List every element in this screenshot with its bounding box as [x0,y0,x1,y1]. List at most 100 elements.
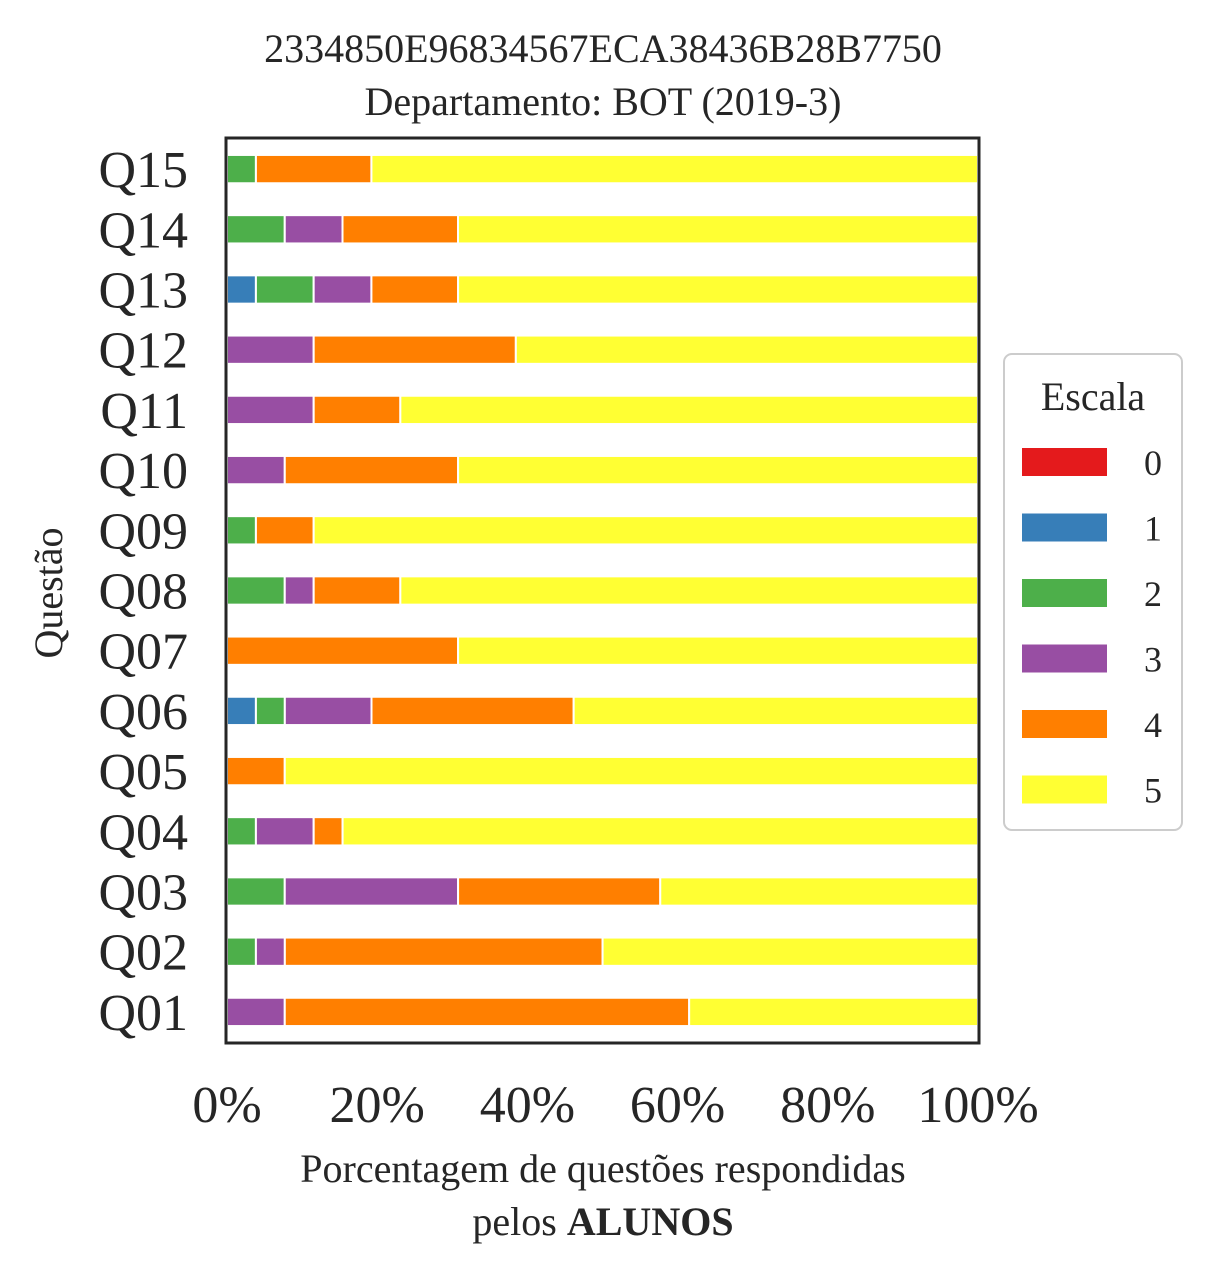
bar-q12-scale-4 [312,334,517,365]
y-tick-label-q14: Q14 [98,202,188,259]
bar-q06-scale-2 [254,695,286,727]
legend-label-3: 3 [1144,640,1162,680]
bar-q09-scale-2 [226,515,257,546]
legend-label-0: 0 [1144,443,1162,483]
bar-q11-scale-3 [226,394,315,426]
bar-q13-scale-3 [312,274,373,305]
y-tick-labels: Q01Q02Q03Q04Q05Q06Q07Q08Q09Q10Q11Q12Q13Q… [98,142,188,1042]
bar-q07-scale-5 [457,635,979,666]
y-tick-label-q12: Q12 [98,323,188,380]
y-axis-label: Questão [26,527,71,658]
bar-q02-scale-5 [601,936,980,967]
legend-swatch-2 [1022,579,1107,607]
bar-q15-scale-5 [370,153,979,185]
chart-title-line1: 2334850E96834567ECA38436B28B7750 [264,26,942,71]
bar-q13-scale-2 [254,274,315,305]
x-tick-label-80: 80% [780,1077,875,1134]
bar-q03-scale-4 [457,876,662,907]
legend-swatch-1 [1022,513,1107,542]
y-tick-label-q08: Q08 [98,564,188,621]
legend-title: Escala [1041,374,1146,419]
bar-q15-scale-4 [254,153,373,185]
bar-q08-scale-4 [312,575,402,606]
x-axis-label-bold: ALUNOS [567,1199,734,1244]
y-tick-label-q07: Q07 [98,624,188,681]
bar-q10-scale-3 [226,454,286,486]
x-tick-label-100: 100% [917,1077,1038,1134]
bar-q12-scale-5 [514,334,979,365]
y-tick-label-q13: Q13 [98,263,188,320]
bar-q09-scale-4 [254,515,315,546]
legend-label-4: 4 [1144,705,1162,745]
bar-q03-scale-5 [659,876,979,907]
bar-q13-scale-5 [457,274,979,305]
x-tick-label-20: 20% [330,1077,425,1134]
y-tick-label-q05: Q05 [98,744,188,801]
legend-entries: 0 1 2 3 4 5 [1022,443,1162,811]
bar-q02-scale-3 [254,936,286,967]
bar-q05-scale-4 [226,755,286,787]
y-tick-label-q11: Q11 [100,383,188,440]
x-axis-label-line2: pelos ALUNOS [472,1199,733,1244]
bar-q03-scale-3 [283,876,460,907]
bar-q01-scale-5 [688,996,979,1028]
bar-q01-scale-4 [283,996,691,1028]
bar-q08-scale-5 [399,575,979,606]
bar-q05-scale-5 [283,755,979,787]
y-tick-label-q04: Q04 [98,804,188,861]
bar-q07-scale-4 [226,635,460,666]
legend-label-5: 5 [1144,771,1162,811]
legend-label-1: 1 [1144,509,1162,549]
legend-swatch-4 [1022,710,1107,738]
bar-q14-scale-5 [457,214,979,245]
bar-q14-scale-4 [341,214,460,245]
bar-q06-scale-4 [370,695,575,727]
bar-q04-scale-5 [341,816,980,847]
bar-q06-scale-1 [226,695,257,727]
bar-q10-scale-5 [457,454,979,486]
bar-q04-scale-4 [312,816,344,847]
chart-title-line2: Departamento: BOT (2019-3) [365,79,842,124]
y-tick-label-q09: Q09 [98,503,188,560]
legend: Escala 0 1 2 3 4 5 [1003,353,1183,831]
bar-q08-scale-2 [226,575,286,606]
bar-q12-scale-3 [226,334,315,365]
bar-q13-scale-1 [226,274,257,305]
bar-q15-scale-2 [226,153,257,185]
legend-swatch-5 [1022,775,1107,804]
bar-q04-scale-3 [254,816,315,847]
bar-q06-scale-3 [283,695,373,727]
x-axis-label-prefix: pelos [472,1199,566,1244]
x-tick-label-40: 40% [480,1077,575,1134]
bar-q11-scale-5 [399,394,979,426]
x-tick-label-60: 60% [630,1077,725,1134]
bar-q13-scale-4 [370,274,460,305]
x-axis-label-line1: Porcentagem de questões respondidas [300,1146,905,1191]
y-tick-label-q10: Q10 [98,443,188,500]
bars-group [226,153,980,1028]
y-tick-label-q06: Q06 [98,684,188,741]
y-tick-label-q02: Q02 [98,925,188,982]
bar-q01-scale-3 [226,996,286,1028]
bar-q06-scale-5 [572,695,980,727]
bar-q14-scale-2 [226,214,286,245]
legend-swatch-0 [1022,448,1107,476]
bar-q04-scale-2 [226,816,257,847]
x-tick-label-0: 0% [192,1077,261,1134]
y-tick-label-q03: Q03 [98,865,188,922]
legend-label-2: 2 [1144,574,1162,614]
bar-q03-scale-2 [226,876,286,907]
y-tick-label-q15: Q15 [98,142,188,199]
y-tick-label-q01: Q01 [98,985,188,1042]
x-tick-labels: 0% 20% 40% 60% 80% 100% [192,1077,1038,1134]
bar-q02-scale-4 [283,936,604,967]
bar-q14-scale-3 [283,214,344,245]
bar-q09-scale-5 [312,515,979,546]
plot-frame [224,136,981,1045]
bar-q10-scale-4 [283,454,460,486]
legend-swatch-3 [1022,644,1107,673]
bar-q02-scale-2 [226,936,257,967]
bar-q08-scale-3 [283,575,315,606]
bar-q11-scale-4 [312,394,402,426]
